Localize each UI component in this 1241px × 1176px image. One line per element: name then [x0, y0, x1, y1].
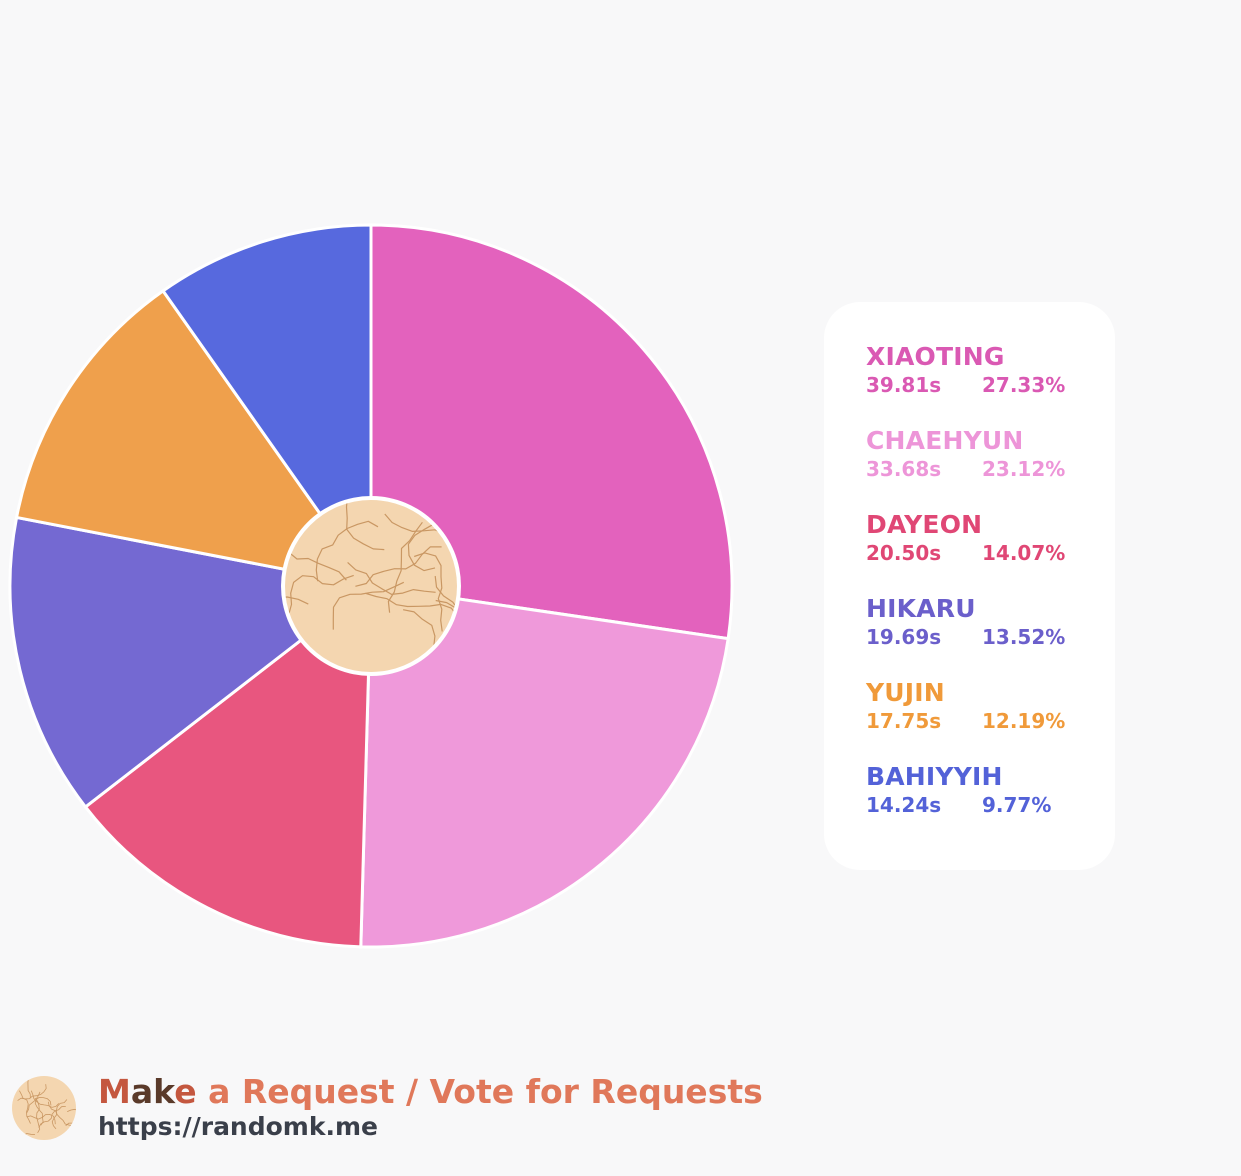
legend-item-chaehyun: CHAEHYUN 33.68s 23.12%: [866, 426, 1115, 510]
pie-slice-yujin: [14, 288, 375, 589]
legend-time: 14.24s: [866, 793, 942, 817]
legend-item-bahiyyih: BAHIYYIH 14.24s 9.77%: [866, 762, 1115, 846]
pie-slice-chaehyun: [359, 584, 730, 949]
legend-name: DAYEON: [866, 510, 983, 539]
legend-values: 14.24s 9.77%: [866, 792, 1115, 818]
site-url-link[interactable]: https://randomk.me: [98, 1112, 378, 1141]
pie-slice-xiaoting: [369, 223, 734, 641]
legend-values: 39.81s 27.33%: [866, 372, 1115, 398]
request-rest-text: a Request / Vote for Requests: [196, 1072, 763, 1111]
legend-values: 17.75s 12.19%: [866, 708, 1115, 734]
legend: XIAOTING 39.81s 27.33% CHAEHYUN 33.68s 23.12%…: [824, 302, 1115, 870]
request-letters-ak: ak: [130, 1072, 175, 1111]
legend-percent: 9.77%: [982, 793, 1052, 817]
legend-item-dayeon: DAYEON 20.50s 14.07%: [866, 510, 1115, 594]
pie-slice-bahiyyih: [160, 223, 373, 591]
legend-item-xiaoting: XIAOTING 39.81s 27.33%: [866, 342, 1115, 426]
legend-item-yujin: YUJIN 17.75s 12.19%: [866, 678, 1115, 762]
center-logo-icon: [281, 496, 461, 676]
legend-percent: 14.07%: [982, 541, 1066, 565]
legend-name: HIKARU: [866, 594, 976, 623]
legend-time: 20.50s: [866, 541, 942, 565]
pie-slice-hikaru: [8, 515, 375, 810]
request-letter-m: M: [98, 1072, 131, 1111]
legend-item-hikaru: HIKARU 19.69s 13.52%: [866, 594, 1115, 678]
randomk-logo-icon: [12, 1076, 76, 1140]
pie-slice-dayeon: [83, 582, 373, 949]
legend-name: YUJIN: [866, 678, 945, 707]
legend-values: 33.68s 23.12%: [866, 456, 1115, 482]
legend-time: 17.75s: [866, 709, 942, 733]
legend-percent: 12.19%: [982, 709, 1066, 733]
legend-name: CHAEHYUN: [866, 426, 1024, 455]
pie-slices: [8, 223, 734, 949]
legend-percent: 23.12%: [982, 457, 1066, 481]
legend-name: XIAOTING: [866, 342, 1005, 371]
legend-values: 19.69s 13.52%: [866, 624, 1115, 650]
make-request-link[interactable]: Make a Request / Vote for Requests: [98, 1072, 763, 1112]
pie-chart: [8, 223, 734, 949]
legend-time: 33.68s: [866, 457, 942, 481]
legend-values: 20.50s 14.07%: [866, 540, 1115, 566]
legend-time: 19.69s: [866, 625, 942, 649]
request-letter-e: e: [174, 1072, 197, 1111]
legend-percent: 13.52%: [982, 625, 1066, 649]
legend-name: BAHIYYIH: [866, 762, 1003, 791]
legend-percent: 27.33%: [982, 373, 1066, 397]
legend-time: 39.81s: [866, 373, 942, 397]
